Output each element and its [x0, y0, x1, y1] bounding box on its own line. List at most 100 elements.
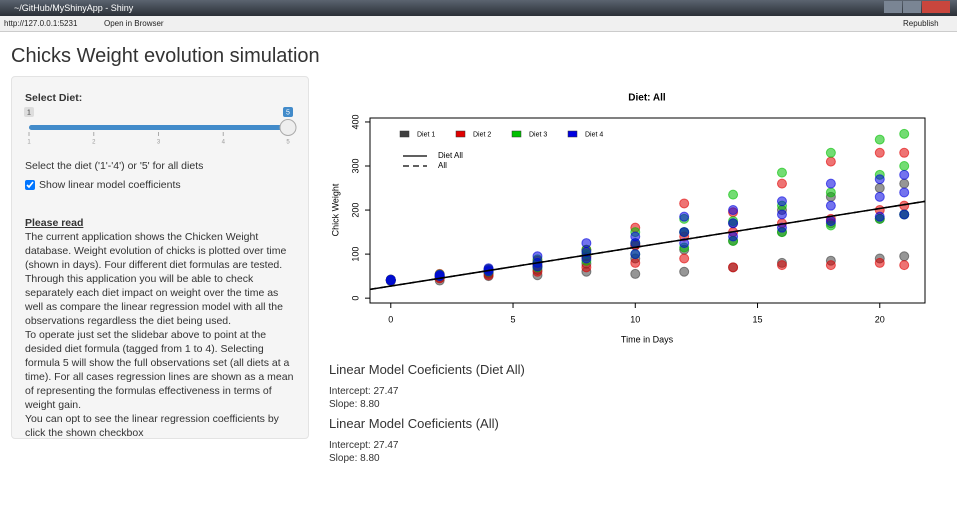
point: [825, 200, 836, 211]
results: Linear Model Coeficients (Diet All) Inte…: [329, 362, 525, 464]
legend-label: Diet 3: [529, 131, 547, 138]
y-tick-label: 100: [350, 247, 360, 262]
slider-tick-label: 4: [222, 140, 226, 146]
point: [874, 257, 885, 268]
slope: Slope: 8.80: [329, 399, 380, 410]
point: [728, 189, 739, 200]
point: [630, 249, 641, 260]
y-tick-label: 300: [350, 158, 360, 173]
intercept: Intercept: 27.47: [329, 440, 399, 451]
point: [899, 260, 910, 271]
point: [825, 156, 836, 167]
point: [874, 174, 885, 185]
result-title: Linear Model Coeficients (Diet All): [329, 362, 525, 377]
select-label: Select Diet:: [25, 92, 83, 104]
point: [899, 128, 910, 139]
min-label: 1: [27, 109, 31, 116]
point: [825, 147, 836, 158]
point: [728, 231, 739, 242]
regression-line: [369, 200, 926, 291]
slider-tick-label: 1: [27, 140, 31, 146]
sidebar: Select Diet: 1 5 1 2 3 4 5 Select the diet ('1…: [11, 76, 309, 439]
help-text: Select the diet ('1'-'4') or '5' for all…: [25, 160, 204, 172]
min-badge: [24, 107, 34, 117]
legend-label: Diet All: [438, 151, 463, 160]
point: [630, 268, 641, 279]
slider-tick-label: 5: [286, 140, 290, 146]
point: [776, 167, 787, 178]
checkbox-row[interactable]: Show linear model coefficients: [25, 179, 181, 191]
legend-swatch: [567, 130, 578, 138]
read-text: The current application shows the Chicke…: [25, 230, 299, 440]
point: [874, 134, 885, 145]
legend-label: Diet 4: [585, 131, 603, 138]
point: [434, 269, 445, 280]
x-tick-label: 5: [511, 314, 516, 324]
y-tick-label: 0: [350, 296, 360, 301]
window-title: ~/GitHub/MyShinyApp - Shiny: [14, 3, 134, 13]
point: [728, 262, 739, 273]
point: [899, 169, 910, 180]
slider-handle: [279, 119, 297, 136]
point: [679, 238, 690, 249]
point: [899, 251, 910, 262]
close[interactable]: [921, 1, 950, 13]
legend-label: Diet 1: [417, 131, 435, 138]
checkbox[interactable]: [25, 180, 35, 190]
republish[interactable]: Republish: [903, 19, 939, 28]
legend-swatch: [455, 130, 466, 138]
url: http://127.0.0.1:5231: [4, 19, 78, 28]
point: [899, 209, 910, 220]
point: [825, 187, 836, 198]
point: [385, 275, 396, 286]
point: [825, 260, 836, 271]
paragraph: To operate just set the slidebar above t…: [25, 329, 294, 411]
point: [874, 183, 885, 194]
point: [532, 251, 543, 262]
point: [874, 191, 885, 202]
legend-swatch: [399, 130, 410, 138]
paragraph: The current application shows the Chicke…: [25, 231, 287, 327]
point: [630, 231, 641, 242]
point: [874, 147, 885, 158]
legend-swatch: [511, 130, 522, 138]
point: [581, 238, 592, 249]
toolbar: http://127.0.0.1:5231 Open in Browser Re…: [0, 16, 957, 32]
value-badge: [283, 107, 293, 117]
point: [630, 257, 641, 268]
point: [776, 260, 787, 271]
intercept: Intercept: 27.47: [329, 386, 399, 397]
x-tick-label: 0: [388, 314, 393, 324]
y-axis-label: Chick Weight: [330, 183, 340, 236]
slider[interactable]: 1 5 1 2 3 4 5: [12, 105, 308, 155]
point: [679, 211, 690, 222]
open-browser[interactable]: Open in Browser: [104, 19, 164, 28]
window-controls: [884, 1, 950, 13]
title-bar: ~/GitHub/MyShinyApp - Shiny: [0, 0, 957, 16]
x-tick-label: 20: [875, 314, 885, 324]
point: [776, 222, 787, 233]
point: [728, 205, 739, 216]
slider-tick-label: 2: [92, 140, 96, 146]
x-tick-label: 10: [630, 314, 640, 324]
checkbox-label[interactable]: Show linear model coefficients: [39, 179, 181, 191]
point: [776, 196, 787, 207]
point: [679, 198, 690, 209]
minimize[interactable]: [884, 1, 902, 13]
point: [679, 227, 690, 238]
value-label: 5: [286, 109, 290, 116]
point: [776, 209, 787, 220]
point: [825, 178, 836, 189]
slider-tick-label: 3: [157, 140, 161, 146]
point: [679, 253, 690, 264]
paragraph: You can opt to see the linear regression…: [25, 413, 279, 439]
y-tick-label: 400: [350, 114, 360, 129]
x-tick-label: 15: [753, 314, 763, 324]
plot-frame: [369, 117, 926, 304]
x-axis-label: Time in Days: [621, 334, 674, 344]
point: [874, 211, 885, 222]
point: [899, 178, 910, 189]
maximize[interactable]: [902, 1, 921, 13]
point: [776, 178, 787, 189]
point: [825, 216, 836, 227]
